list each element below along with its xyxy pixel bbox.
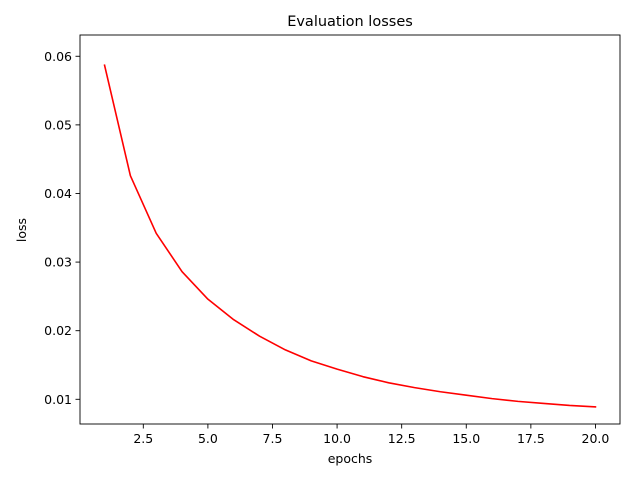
y-tick-label: 0.04	[44, 186, 72, 201]
series-line-0	[103, 64, 597, 408]
y-tick-label: 0.01	[44, 392, 72, 407]
x-tick-label: 7.5	[263, 431, 283, 446]
plot-area: 2.5 5.0 7.5 10.0 12.5 15.0 17.5 20.0 0.01 0.02 0.0…	[44, 34, 621, 446]
chart-title: Evaluation losses	[287, 14, 413, 30]
x-tick-label: 2.5	[133, 431, 153, 446]
y-axis-label: loss	[14, 218, 29, 242]
y-tick-label: 0.05	[44, 117, 72, 132]
y-tick-label: 0.02	[44, 323, 72, 338]
x-tick-label: 15.0	[452, 431, 480, 446]
y-tick-label: 0.03	[44, 255, 72, 270]
x-tick-label: 10.0	[323, 431, 351, 446]
axes-frame	[79, 34, 621, 425]
x-tick-label: 20.0	[582, 431, 610, 446]
y-tick-label: 0.06	[44, 49, 72, 64]
x-tick-label: 17.5	[517, 431, 545, 446]
x-tick-label: 5.0	[198, 431, 218, 446]
x-axis-label: epochs	[328, 451, 373, 466]
x-tick-label: 12.5	[388, 431, 416, 446]
